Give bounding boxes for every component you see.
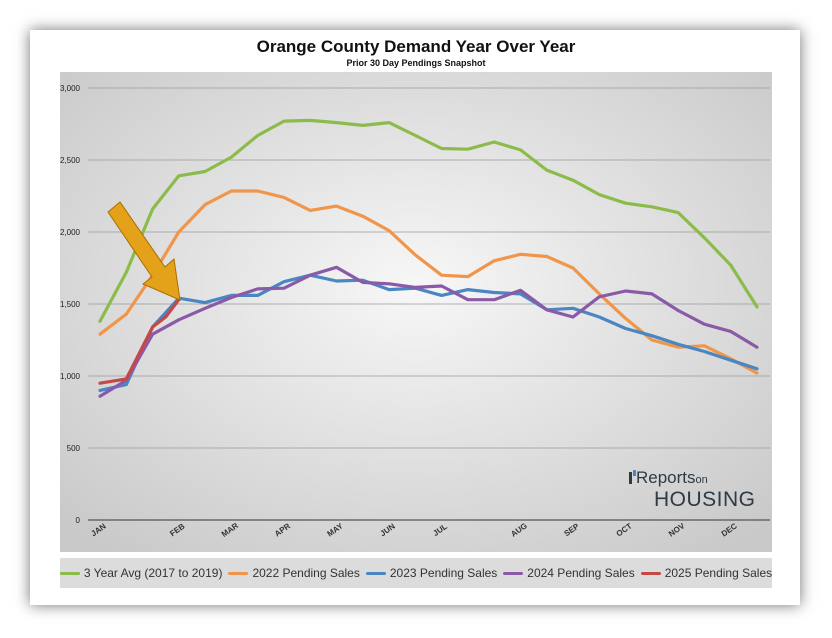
- series-line: [98, 298, 181, 385]
- y-tick-label: 1,500: [60, 300, 81, 309]
- y-tick-label: 1,000: [60, 372, 81, 381]
- y-tick-label: 0: [76, 516, 81, 525]
- logo-mark-icon: [629, 470, 636, 484]
- annotation-arrow: [107, 201, 181, 301]
- series-line: [98, 265, 759, 398]
- legend-item: 2022 Pending Sales: [228, 566, 360, 580]
- y-tick-label: 2,500: [60, 156, 81, 165]
- legend-swatch: [59, 571, 80, 575]
- legend-label: 2022 Pending Sales: [252, 566, 360, 580]
- legend-label: 2023 Pending Sales: [389, 566, 498, 580]
- legend-swatch: [228, 571, 249, 575]
- chart-title: Orange County Demand Year Over Year: [256, 37, 576, 56]
- legend-swatch: [640, 571, 661, 575]
- series-line: [98, 118, 759, 323]
- legend-item: 2023 Pending Sales: [365, 566, 498, 580]
- y-tick-label: 2,000: [60, 228, 81, 237]
- legend-label: 2025 Pending Sales: [664, 566, 773, 580]
- legend-swatch: [365, 571, 386, 575]
- chart-legend: 3 Year Avg (2017 to 2019) 2022 Pending Sa…: [59, 558, 773, 588]
- plot-area-background: [60, 72, 772, 552]
- logo-line2: HOUSING: [654, 488, 756, 511]
- y-tick-label: 3,000: [60, 84, 81, 93]
- y-tick-label: 500: [67, 444, 81, 453]
- reports-on-housing-logo: Reportson HOUSING: [628, 468, 768, 516]
- legend-label: 2024 Pending Sales: [527, 566, 635, 580]
- series-line: [98, 273, 759, 392]
- legend-item: 3 Year Avg (2017 to 2019): [59, 566, 223, 580]
- legend-item: 2024 Pending Sales: [503, 566, 635, 580]
- chart-subtitle: Prior 30 Day Pendings Snapshot: [346, 58, 486, 68]
- series-line: [98, 189, 759, 375]
- legend-item: 2025 Pending Sales: [640, 566, 773, 580]
- legend-swatch: [503, 571, 524, 575]
- legend-label: 3 Year Avg (2017 to 2019): [83, 566, 223, 580]
- logo-line1: Reportson: [636, 468, 708, 487]
